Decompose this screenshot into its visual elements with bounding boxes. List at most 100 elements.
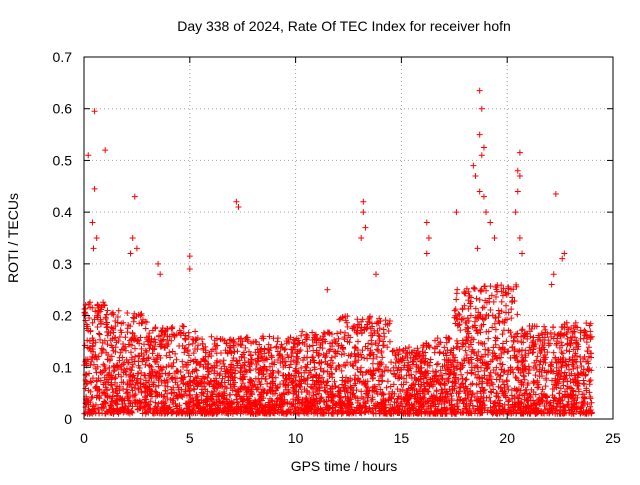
data-point bbox=[290, 344, 297, 351]
data-point bbox=[273, 343, 280, 350]
data-point bbox=[577, 358, 584, 365]
data-point-outlier bbox=[91, 185, 98, 192]
data-point bbox=[228, 400, 235, 407]
data-point bbox=[447, 361, 454, 368]
data-point bbox=[238, 353, 245, 360]
data-point bbox=[438, 407, 445, 414]
data-point bbox=[271, 390, 278, 397]
data-point-outlier bbox=[470, 162, 477, 169]
data-point bbox=[185, 333, 192, 340]
data-point bbox=[367, 352, 374, 359]
data-point bbox=[462, 290, 469, 297]
data-point bbox=[184, 348, 191, 355]
data-point bbox=[145, 333, 152, 340]
data-point bbox=[275, 404, 282, 411]
data-point bbox=[492, 326, 499, 333]
data-point bbox=[568, 406, 575, 413]
data-point bbox=[217, 336, 224, 343]
data-point bbox=[364, 318, 371, 325]
data-point bbox=[271, 359, 278, 366]
data-point-outlier bbox=[516, 172, 523, 179]
data-point bbox=[375, 347, 382, 354]
data-point bbox=[360, 402, 367, 409]
data-point bbox=[106, 406, 113, 413]
data-point bbox=[492, 293, 499, 300]
data-point bbox=[518, 381, 525, 388]
data-point bbox=[489, 381, 496, 388]
data-point bbox=[194, 335, 201, 342]
data-point bbox=[565, 326, 572, 333]
data-point bbox=[329, 385, 336, 392]
data-point bbox=[239, 361, 246, 368]
data-point bbox=[398, 394, 405, 401]
data-point bbox=[210, 400, 217, 407]
data-point bbox=[573, 409, 580, 416]
data-point bbox=[538, 330, 545, 337]
data-point bbox=[527, 347, 534, 354]
data-point bbox=[113, 400, 120, 407]
data-point bbox=[116, 387, 123, 394]
data-point bbox=[382, 404, 389, 411]
data-point bbox=[145, 402, 152, 409]
data-point bbox=[162, 370, 169, 377]
data-point bbox=[444, 376, 451, 383]
data-point bbox=[541, 340, 548, 347]
data-point bbox=[463, 351, 470, 358]
data-point bbox=[386, 338, 393, 345]
data-point bbox=[243, 409, 250, 416]
data-point bbox=[555, 330, 562, 337]
data-point bbox=[217, 370, 224, 377]
data-point bbox=[425, 388, 432, 395]
data-point bbox=[418, 396, 425, 403]
data-point bbox=[209, 346, 216, 353]
data-point bbox=[331, 348, 338, 355]
data-point bbox=[394, 367, 401, 374]
data-point bbox=[490, 344, 497, 351]
data-point-outlier bbox=[514, 188, 521, 195]
data-point bbox=[450, 358, 457, 365]
data-point bbox=[584, 348, 591, 355]
data-point bbox=[526, 344, 533, 351]
data-point bbox=[190, 400, 197, 407]
data-point bbox=[557, 385, 564, 392]
data-point bbox=[511, 352, 518, 359]
data-point bbox=[459, 305, 466, 312]
data-point bbox=[412, 375, 419, 382]
data-point bbox=[143, 319, 150, 326]
data-point bbox=[304, 348, 311, 355]
data-point bbox=[252, 358, 259, 365]
data-point bbox=[328, 354, 335, 361]
data-point-outlier bbox=[478, 152, 485, 159]
data-point bbox=[482, 297, 489, 304]
data-point-outlier bbox=[423, 219, 430, 226]
data-point bbox=[234, 348, 241, 355]
data-point bbox=[238, 335, 245, 342]
data-point bbox=[225, 377, 232, 384]
data-point bbox=[341, 388, 348, 395]
data-point bbox=[480, 394, 487, 401]
data-point bbox=[320, 406, 327, 413]
data-point bbox=[430, 402, 437, 409]
data-point-outlier bbox=[476, 87, 483, 94]
data-point bbox=[142, 325, 149, 332]
data-point-outlier bbox=[186, 266, 193, 273]
data-point bbox=[490, 298, 497, 305]
data-point bbox=[89, 304, 96, 311]
data-point bbox=[197, 405, 204, 412]
data-point bbox=[383, 384, 390, 391]
data-point bbox=[158, 405, 165, 412]
data-point bbox=[363, 383, 370, 390]
data-point bbox=[388, 359, 395, 366]
data-point bbox=[493, 390, 500, 397]
data-point bbox=[223, 385, 230, 392]
data-point bbox=[288, 353, 295, 360]
data-point bbox=[214, 342, 221, 349]
data-point bbox=[317, 335, 324, 342]
data-point bbox=[515, 366, 522, 373]
data-point bbox=[580, 377, 587, 384]
data-point bbox=[309, 342, 316, 349]
data-point bbox=[452, 372, 459, 379]
data-point bbox=[499, 361, 506, 368]
data-point bbox=[414, 345, 421, 352]
data-point bbox=[284, 389, 291, 396]
